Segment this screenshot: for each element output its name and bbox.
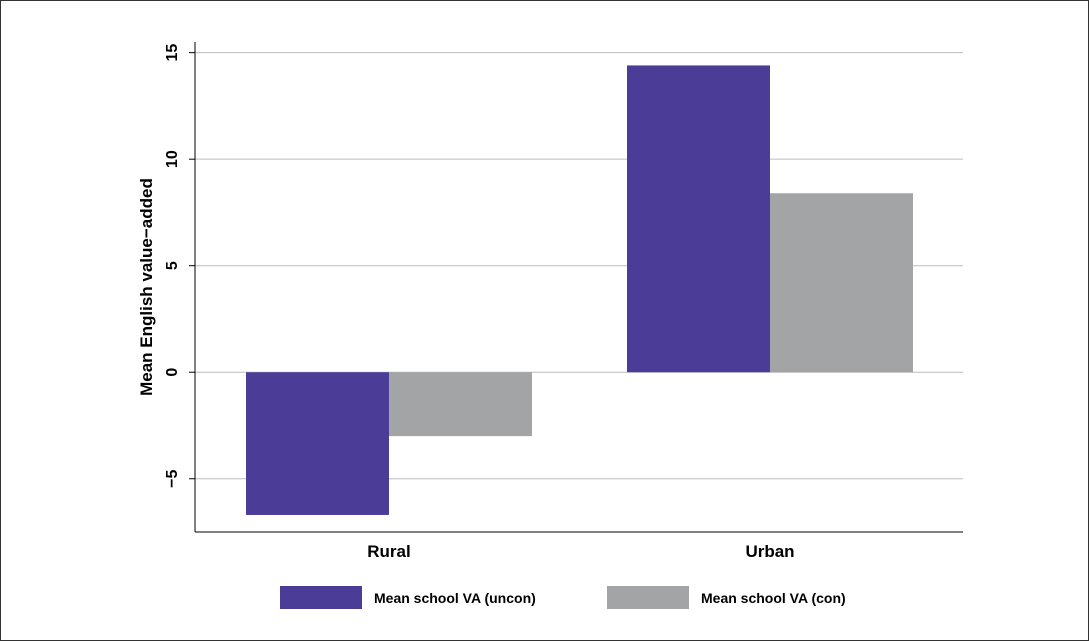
legend-swatch xyxy=(280,586,362,609)
y-tick-label: 5 xyxy=(164,261,181,270)
y-tick-label: 0 xyxy=(164,368,181,377)
x-categories: Rural Urban xyxy=(367,542,794,561)
x-category-label: Rural xyxy=(367,542,410,561)
axes xyxy=(194,42,963,533)
y-tick-label: −5 xyxy=(164,470,181,488)
bar-rural-series-1 xyxy=(389,372,532,437)
y-ticks: −5 0 5 10 15 xyxy=(164,44,195,488)
bar-urban-series-1 xyxy=(770,193,913,373)
legend-label: Mean school VA (uncon) xyxy=(374,590,536,606)
bars xyxy=(246,65,913,515)
y-tick-label: 15 xyxy=(164,44,181,62)
y-axis-label: Mean English value−added xyxy=(137,178,156,396)
x-category-label: Urban xyxy=(745,542,794,561)
bar-rural-series-0 xyxy=(246,372,389,515)
legend: Mean school VA (uncon) Mean school VA (co… xyxy=(280,586,846,609)
bar-urban-series-0 xyxy=(627,65,770,373)
y-tick-label: 10 xyxy=(164,150,181,168)
legend-label: Mean school VA (con) xyxy=(701,590,846,606)
legend-swatch xyxy=(607,586,689,609)
